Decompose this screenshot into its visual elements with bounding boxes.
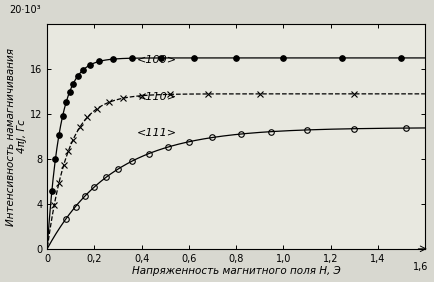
- Y-axis label: Интенсивность намагничивания
4πJ, Гс: Интенсивность намагничивания 4πJ, Гс: [6, 48, 27, 226]
- X-axis label: Напряженность магнитного поля H, Э: Напряженность магнитного поля H, Э: [132, 266, 340, 276]
- Text: <111>: <111>: [137, 128, 177, 138]
- Text: <110>: <110>: [137, 92, 177, 102]
- Text: 1,6: 1,6: [413, 262, 428, 272]
- Text: <100>: <100>: [137, 55, 177, 65]
- Text: 20·10³: 20·10³: [10, 5, 41, 15]
